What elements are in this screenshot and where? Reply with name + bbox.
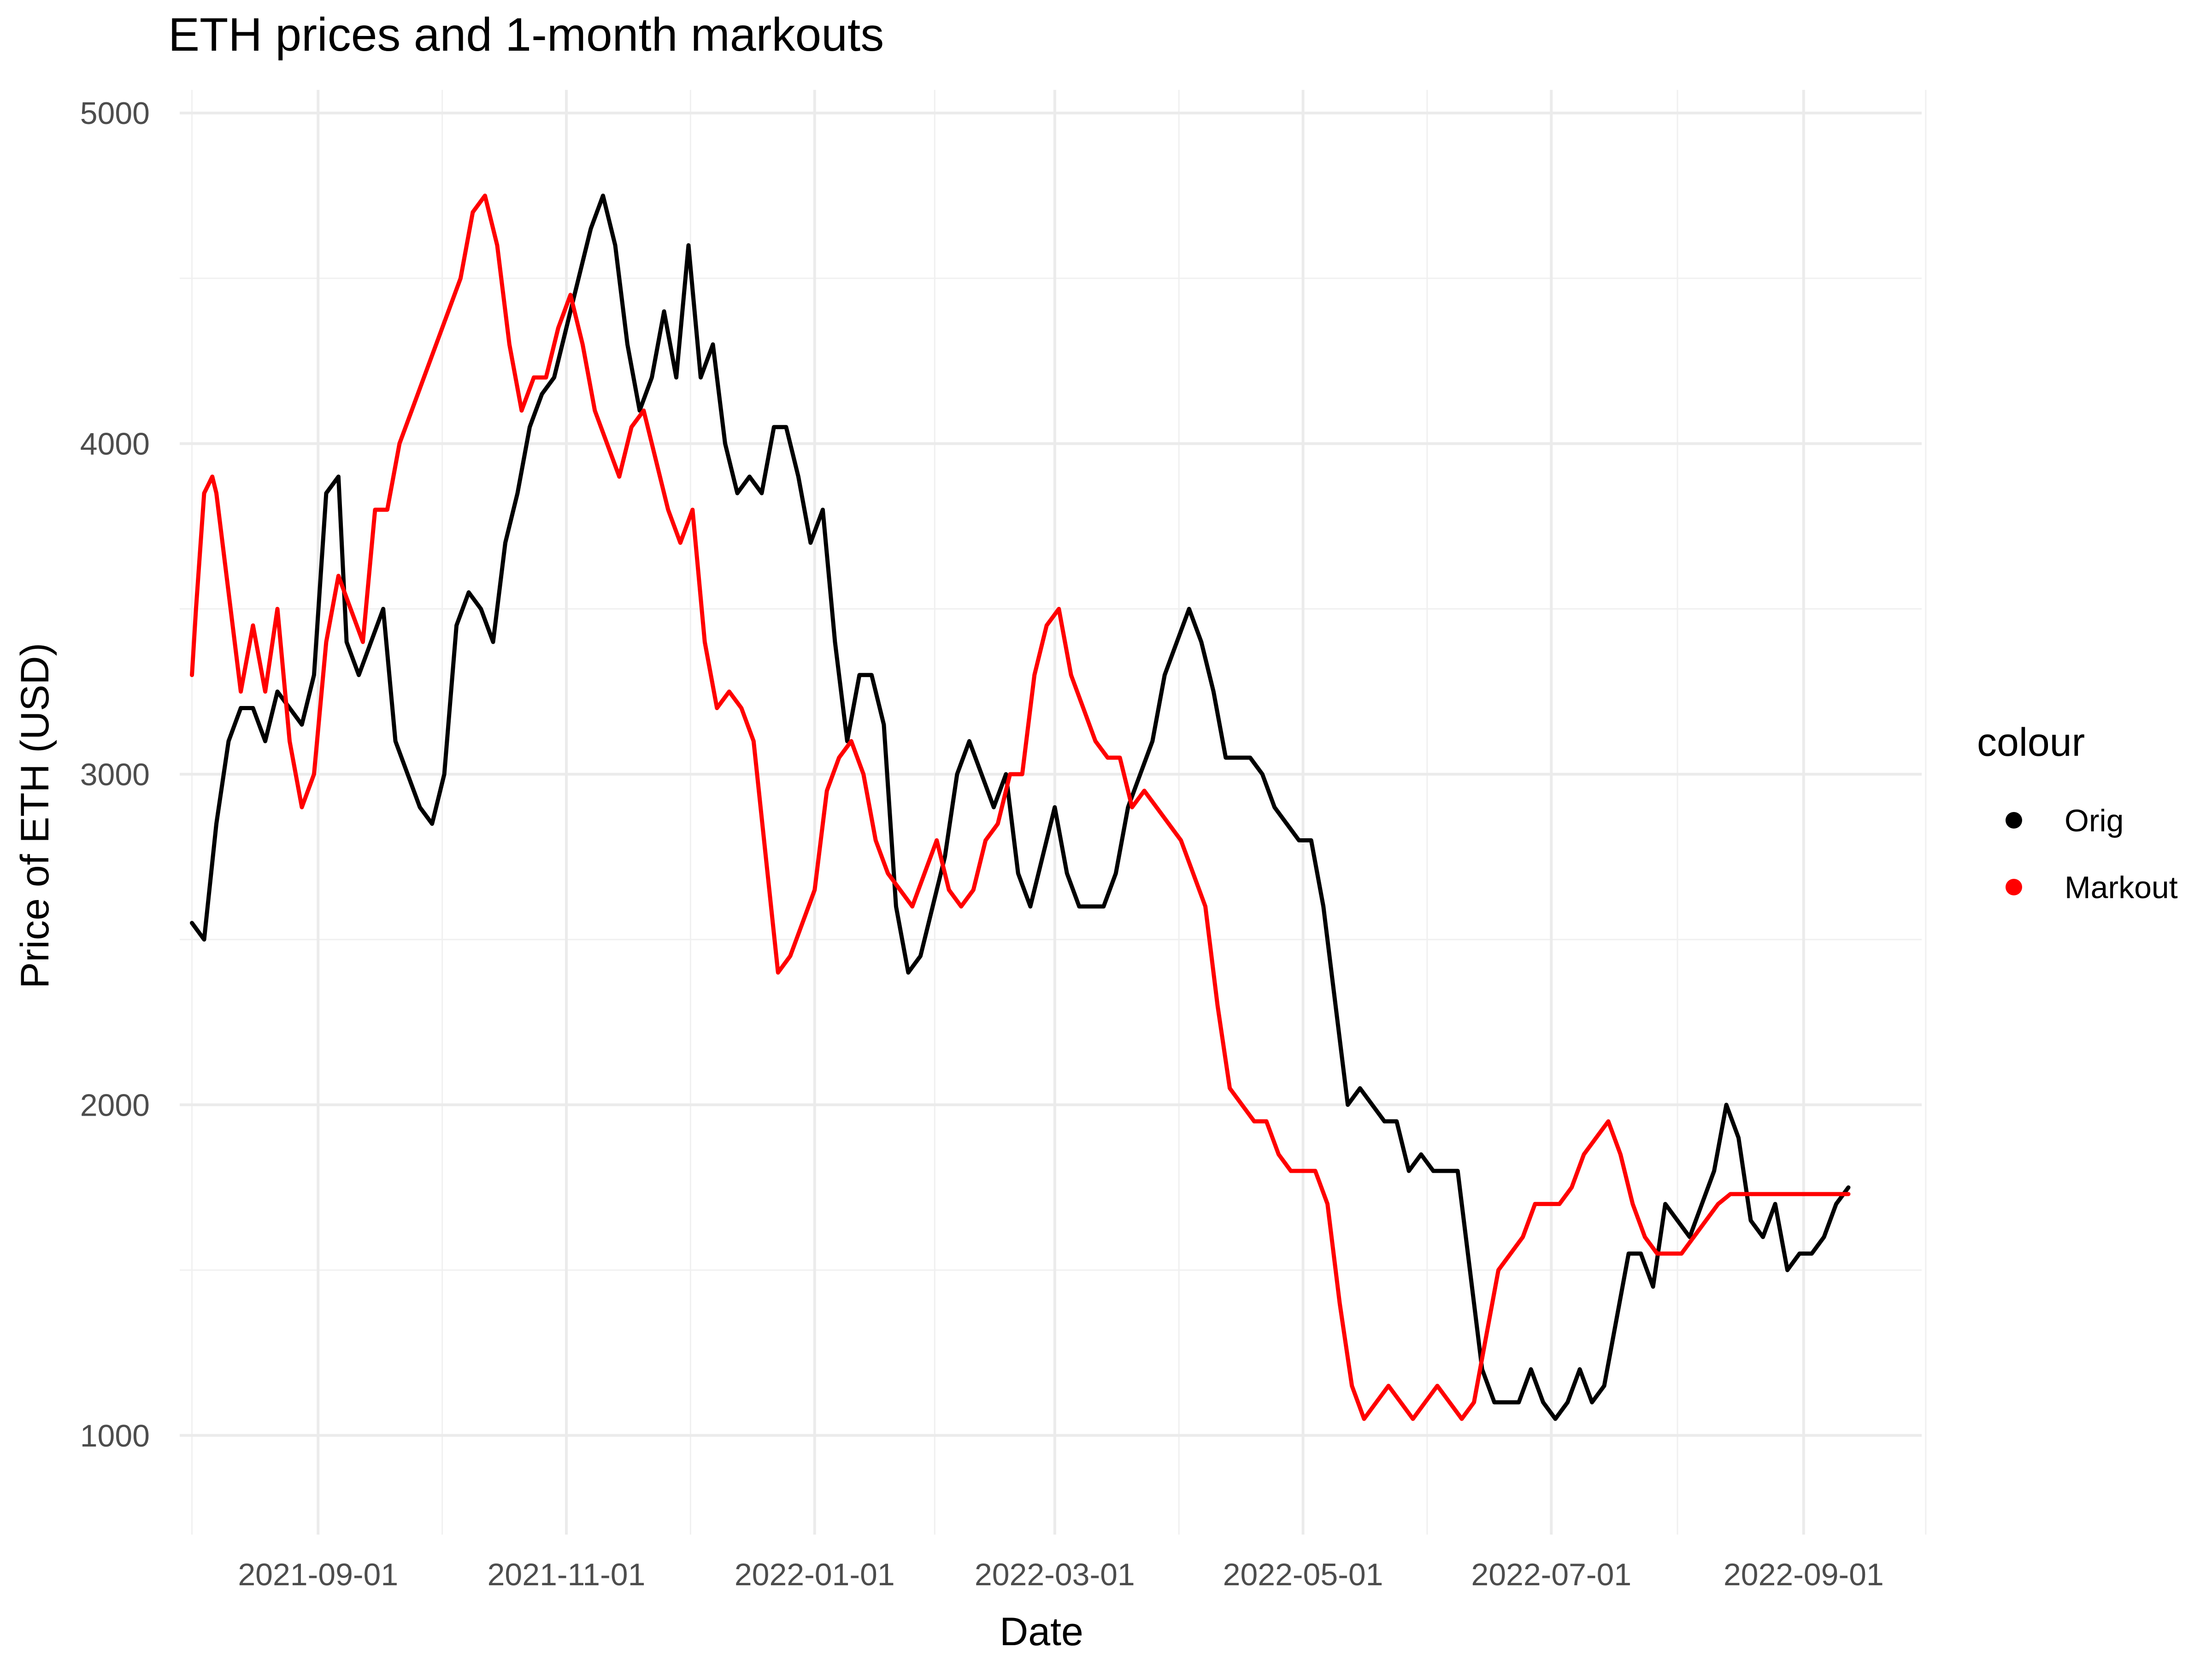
legend-label-markout: Markout (2065, 870, 2178, 905)
y-tick-label: 4000 (80, 427, 150, 462)
legend-key-orig (2006, 812, 2022, 829)
x-tick-label: 2022-01-01 (735, 1557, 895, 1592)
y-tick-label: 5000 (80, 96, 150, 131)
y-axis-label: Price of ETH (USD) (13, 643, 57, 988)
legend-title: colour (1977, 720, 2085, 765)
legend: colour Orig Markout (1977, 720, 2178, 905)
series-line-markout (190, 194, 1851, 1421)
series-line-orig (190, 194, 1851, 1421)
x-tick-label: 2022-07-01 (1471, 1557, 1631, 1592)
y-tick-label: 1000 (80, 1418, 150, 1453)
chart-title: ETH prices and 1-month markouts (168, 8, 884, 61)
x-tick-label: 2022-09-01 (1724, 1557, 1884, 1592)
legend-key-markout (2006, 879, 2022, 895)
x-tick-label: 2021-11-01 (488, 1557, 646, 1592)
x-axis-label: Date (1000, 1610, 1083, 1654)
y-tick-label: 3000 (80, 757, 150, 792)
legend-label-orig: Orig (2065, 803, 2124, 838)
x-tick-label: 2022-05-01 (1223, 1557, 1383, 1592)
y-tick-label: 2000 (80, 1088, 150, 1123)
series-group (190, 194, 1851, 1421)
x-tick-label: 2022-03-01 (975, 1557, 1135, 1592)
x-tick-label: 2021-09-01 (238, 1557, 398, 1592)
axes: 1000 2000 3000 4000 5000 2021-09-01 2021-11-01… (80, 96, 1884, 1592)
